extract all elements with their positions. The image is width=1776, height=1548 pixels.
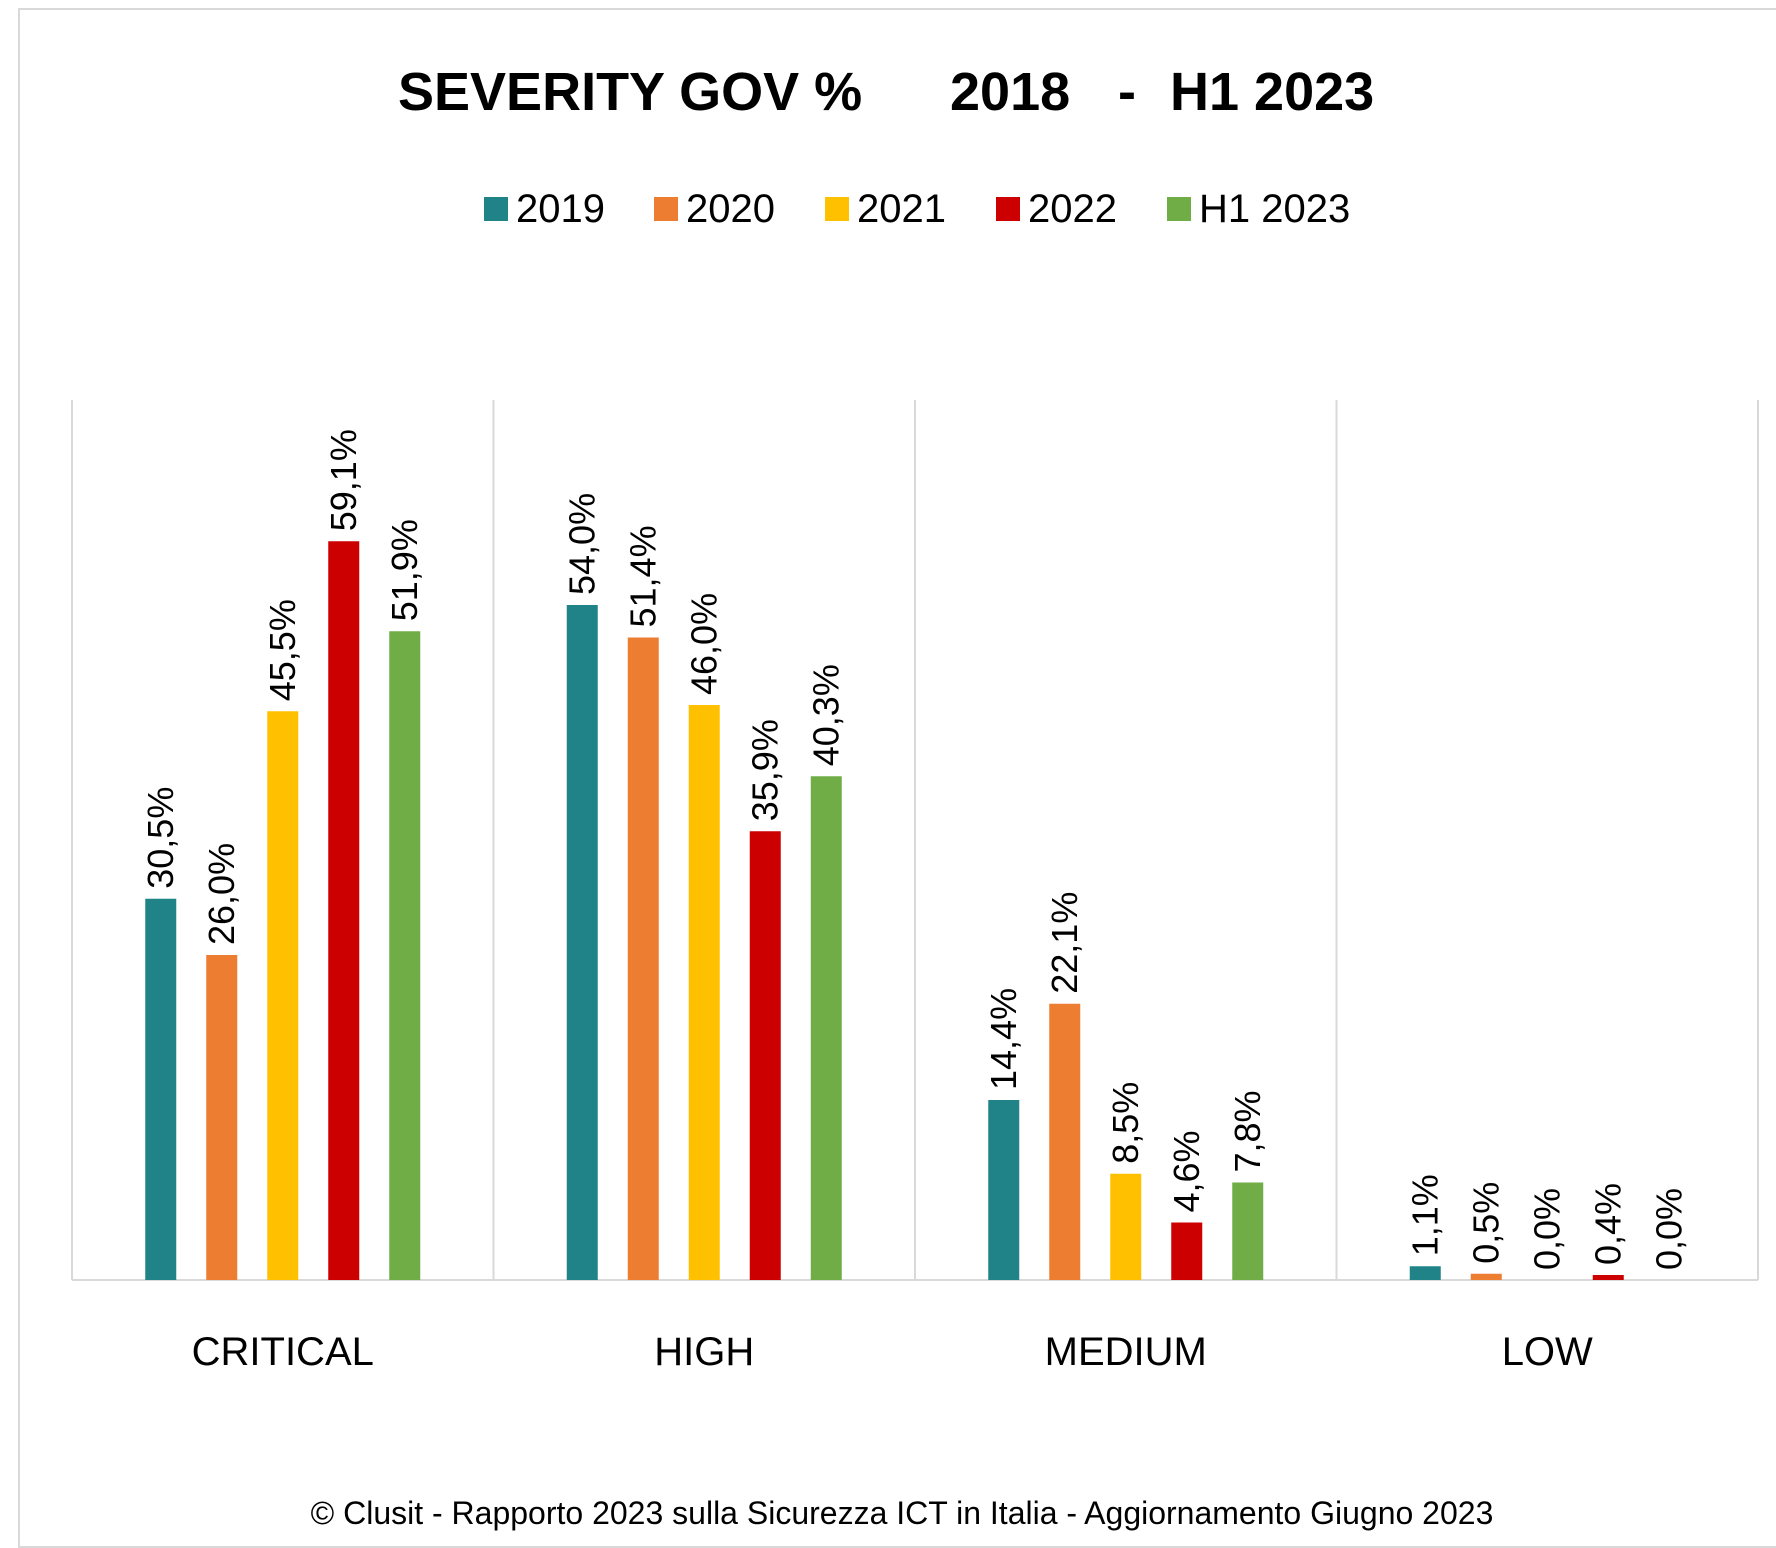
data-labels: 30,5% 26,0% 45,5% 59,1% 51,9% 54,0% 51,4% 46,0%… <box>140 429 1690 1270</box>
data-label-high-2019: 54,0% <box>561 493 602 595</box>
data-label-medium-2020: 22,1% <box>1044 892 1085 994</box>
bar-low-2019 <box>1409 1266 1441 1280</box>
category-label-low: LOW <box>1502 1330 1593 1374</box>
bar-high-h1-2023 <box>810 776 842 1280</box>
bar-high-2020 <box>627 637 659 1280</box>
legend-swatch-2 <box>825 197 849 221</box>
data-label-low-2020: 0,5% <box>1465 1182 1506 1264</box>
legend-label-4: H1 2023 <box>1199 187 1350 231</box>
data-label-critical-2021: 45,5% <box>262 599 303 701</box>
data-label-low-2019: 1,1% <box>1404 1174 1445 1256</box>
legend-label-1: 2020 <box>686 187 775 231</box>
legend-label-0: 2019 <box>516 187 605 231</box>
data-label-medium-2019: 14,4% <box>983 988 1024 1090</box>
bar-critical-h1-2023 <box>389 631 421 1280</box>
data-label-high-2020: 51,4% <box>622 525 663 627</box>
data-label-high-h1-2023: 40,3% <box>805 664 846 766</box>
chart-title-main: SEVERITY GOV % <box>398 62 862 122</box>
category-label-critical: CRITICAL <box>192 1330 374 1374</box>
data-label-low-h1-2023: 0,0% <box>1648 1188 1689 1270</box>
bar-medium-2020 <box>1049 1003 1081 1280</box>
bar-low-2022 <box>1592 1275 1624 1280</box>
bar-high-2022 <box>749 831 781 1280</box>
chart-legend: 2019 2020 2021 2022 H1 2023 <box>484 187 1350 231</box>
data-label-medium-2021: 8,5% <box>1105 1082 1146 1164</box>
chart-title-end: H1 2023 <box>1170 62 1374 122</box>
legend-swatch-3 <box>996 197 1020 221</box>
bar-critical-2021 <box>267 711 299 1280</box>
bar-medium-2019 <box>988 1100 1020 1280</box>
bar-medium-h1-2023 <box>1232 1182 1264 1280</box>
data-label-critical-2020: 26,0% <box>201 843 242 945</box>
data-label-medium-h1-2023: 7,8% <box>1227 1090 1268 1172</box>
bar-medium-2021 <box>1110 1173 1142 1280</box>
category-axis-labels: CRITICAL HIGH MEDIUM LOW <box>192 1330 1593 1374</box>
chart-title: SEVERITY GOV % 2018 - H1 2023 <box>398 62 1374 122</box>
bar-marks <box>145 541 1624 1280</box>
chart-title-sep: - <box>1118 62 1136 122</box>
data-label-critical-2019: 30,5% <box>140 787 181 889</box>
data-label-high-2021: 46,0% <box>683 593 724 695</box>
chart-frame: SEVERITY GOV % 2018 - H1 2023 2019 2020 20… <box>18 8 1776 1548</box>
data-label-critical-2022: 59,1% <box>323 429 364 531</box>
category-label-high: HIGH <box>654 1330 754 1374</box>
legend-label-3: 2022 <box>1028 187 1117 231</box>
legend-swatch-1 <box>654 197 678 221</box>
bar-critical-2019 <box>145 898 177 1280</box>
bar-medium-2022 <box>1171 1222 1203 1280</box>
data-label-low-2022: 0,4% <box>1587 1183 1628 1265</box>
legend-swatch-4 <box>1167 197 1191 221</box>
legend-label-2: 2021 <box>857 187 946 231</box>
bar-critical-2020 <box>206 955 238 1280</box>
bar-high-2019 <box>566 605 598 1280</box>
category-label-medium: MEDIUM <box>1045 1330 1207 1374</box>
data-label-medium-2022: 4,6% <box>1166 1130 1207 1212</box>
bar-high-2021 <box>688 705 720 1280</box>
footer-copyright: © Clusit - Rapporto 2023 sulla Sicurezza… <box>311 1495 1494 1531</box>
severity-bar-chart: SEVERITY GOV % 2018 - H1 2023 2019 2020 20… <box>71 62 1759 1531</box>
data-label-low-2021: 0,0% <box>1526 1188 1567 1270</box>
bar-low-2020 <box>1470 1273 1502 1280</box>
chart-title-start: 2018 <box>950 62 1070 122</box>
data-label-high-2022: 35,9% <box>744 719 785 821</box>
bar-critical-2022 <box>328 541 360 1280</box>
data-label-critical-h1-2023: 51,9% <box>384 519 425 621</box>
legend-swatch-0 <box>484 197 508 221</box>
